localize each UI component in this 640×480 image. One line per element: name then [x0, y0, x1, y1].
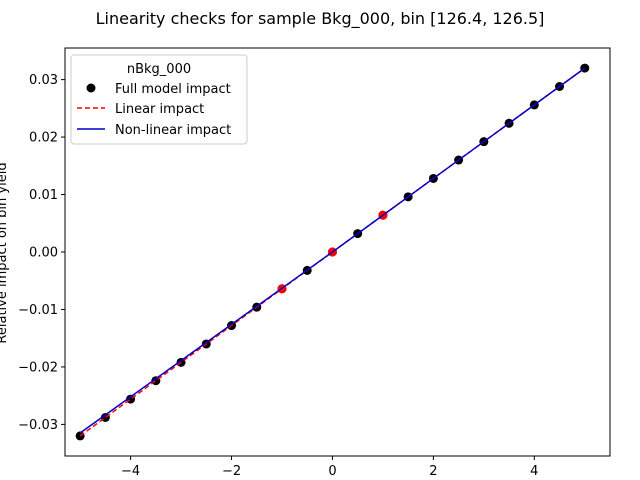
non-linear-impact-line — [79, 67, 586, 434]
legend-label-non-linear: Non-linear impact — [115, 123, 231, 138]
y-axis-label: Relative impact on bin yield — [0, 162, 10, 343]
y-tick-label: −0.02 — [18, 360, 58, 375]
chart-title: Linearity checks for sample Bkg_000, bin… — [96, 9, 545, 29]
plot-area — [64, 47, 611, 457]
legend-label-full-model: Full model impact — [115, 82, 231, 97]
x-tick-label: 0 — [328, 464, 336, 479]
legend: nBkg_000 Full model impact Linear impact… — [70, 54, 248, 145]
y-tick-label: 0.03 — [29, 73, 58, 88]
y-tick-label: 0.02 — [29, 131, 58, 146]
y-tick-label: −0.01 — [18, 303, 58, 318]
y-tick-label: 0.01 — [29, 188, 58, 203]
legend-box — [70, 54, 248, 145]
x-tick-label: 2 — [429, 464, 437, 479]
y-tick-label: 0.00 — [29, 246, 58, 261]
x-tick-label: −4 — [121, 464, 140, 479]
x-tick-label: 4 — [530, 464, 538, 479]
legend-title: nBkg_000 — [127, 62, 191, 77]
x-tick-label: −2 — [222, 464, 241, 479]
legend-marker-full-model — [86, 83, 96, 93]
x-axis-ticks: −4 −2 0 2 4 — [121, 456, 538, 479]
y-axis-ticks: −0.03 −0.02 −0.01 0.00 0.01 0.02 0.03 — [18, 73, 65, 433]
y-tick-label: −0.03 — [18, 418, 58, 433]
legend-label-linear: Linear impact — [115, 102, 204, 117]
